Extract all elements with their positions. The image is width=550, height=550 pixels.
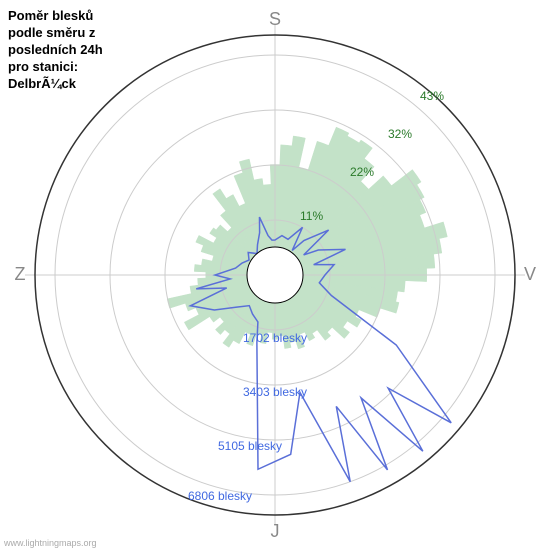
center-hole [247, 247, 303, 303]
pct-label: 11% [300, 209, 323, 223]
count-label: 5105 blesky [218, 439, 282, 453]
count-label: 6806 blesky [188, 489, 252, 503]
cardinal-label: V [524, 264, 536, 284]
footer-credit: www.lightningmaps.org [4, 538, 97, 548]
pct-label: 43% [420, 89, 444, 103]
count-label: 1702 blesky [243, 331, 307, 345]
count-label: 3403 blesky [243, 385, 307, 399]
cardinal-label: S [269, 9, 281, 29]
cardinal-label: J [271, 521, 280, 541]
chart-title: Poměr blesků podle směru z posledních 24… [8, 8, 103, 92]
cardinal-label: Z [15, 264, 26, 284]
pct-label: 32% [388, 127, 412, 141]
pct-label: 22% [350, 165, 374, 179]
